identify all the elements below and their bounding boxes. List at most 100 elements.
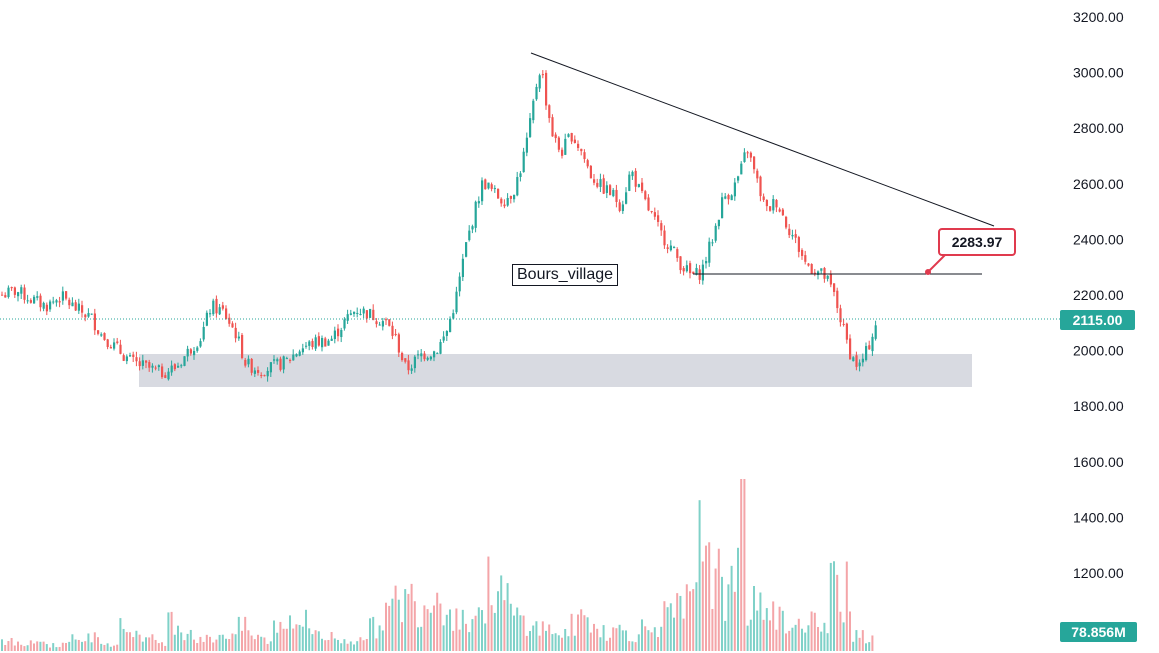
volume-bar xyxy=(794,624,797,651)
candle-body xyxy=(759,176,762,197)
candle-body xyxy=(148,362,151,368)
candle xyxy=(717,219,720,230)
candle xyxy=(164,372,167,379)
candle xyxy=(321,335,324,352)
candle-body xyxy=(23,287,26,300)
candle-body xyxy=(570,132,573,142)
candle xyxy=(861,353,864,367)
candle-body xyxy=(679,256,682,271)
volume-bar xyxy=(762,619,765,651)
candle xyxy=(100,332,103,337)
candle-body xyxy=(746,152,749,154)
volume-bar xyxy=(801,628,803,651)
candle xyxy=(452,309,455,320)
volume-bar xyxy=(135,630,138,651)
volume-bar xyxy=(621,630,624,651)
candle-body xyxy=(455,291,458,313)
candle-body xyxy=(269,362,272,373)
candle-body xyxy=(753,156,756,170)
candle xyxy=(378,321,381,326)
candle-body xyxy=(474,201,477,228)
candle-body xyxy=(593,179,596,183)
candle xyxy=(724,193,727,200)
candle-body xyxy=(375,321,378,325)
candle xyxy=(177,362,180,369)
candle xyxy=(106,338,109,350)
candle-body xyxy=(717,219,720,227)
candle-body xyxy=(231,323,234,328)
candle xyxy=(804,250,807,265)
candle-body xyxy=(804,255,807,262)
candle xyxy=(52,296,55,305)
volume-bar xyxy=(701,561,704,651)
candle xyxy=(746,150,749,159)
candle-body xyxy=(199,341,202,347)
support-zone[interactable] xyxy=(139,354,972,387)
volume-bar xyxy=(740,479,743,651)
volume-bar xyxy=(327,639,330,651)
candle-body xyxy=(794,234,797,238)
candle xyxy=(359,308,362,316)
candle xyxy=(202,321,205,342)
candle xyxy=(484,178,487,190)
volume-bar xyxy=(113,645,115,651)
volume-bar xyxy=(465,623,467,651)
candle xyxy=(580,148,583,156)
volume-bar xyxy=(391,598,394,651)
candle xyxy=(257,366,260,376)
candle-body xyxy=(849,338,852,360)
volume-bar xyxy=(196,642,199,651)
candle-body xyxy=(618,202,621,211)
volume-bar xyxy=(509,603,512,651)
candle xyxy=(769,206,772,212)
candle xyxy=(276,357,279,365)
price-axis[interactable]: 3200.00 3000.00 2800.00 2600.00 2400.00 2200.… xyxy=(1073,9,1124,581)
candle xyxy=(593,173,596,186)
volume-bar xyxy=(401,622,403,651)
volume-bar xyxy=(385,602,387,651)
candle-body xyxy=(353,311,356,314)
volume-bar xyxy=(58,646,61,651)
candle-body xyxy=(810,264,813,274)
candle-body xyxy=(167,371,170,380)
volume-bars xyxy=(1,479,874,651)
candle xyxy=(772,195,775,214)
candle-body xyxy=(580,148,583,152)
candle xyxy=(721,192,724,219)
volume-bar xyxy=(653,627,656,651)
volume-bar xyxy=(746,625,749,651)
candle xyxy=(785,215,788,230)
price-callout[interactable]: 2283.97 xyxy=(938,228,1016,256)
candle-body xyxy=(842,323,845,325)
candle xyxy=(513,194,516,203)
volume-bar xyxy=(90,642,93,651)
candle-body xyxy=(525,137,528,153)
candle-body xyxy=(698,269,701,280)
candle xyxy=(404,358,407,364)
candle-body xyxy=(836,290,839,309)
candle xyxy=(372,304,375,321)
volume-bar xyxy=(305,609,307,651)
watermark-label: Bours_village xyxy=(512,264,619,286)
volume-bar xyxy=(823,622,826,651)
volume-bar xyxy=(423,605,426,651)
candle xyxy=(685,260,688,273)
trendline-resistance[interactable] xyxy=(530,52,995,227)
candle-body xyxy=(685,265,688,272)
last-price-badge: 2115.00 xyxy=(1060,310,1135,330)
candle-body xyxy=(689,263,692,274)
volume-bar xyxy=(52,643,55,651)
volume-bar xyxy=(605,640,608,651)
candle xyxy=(212,298,215,316)
candle xyxy=(429,355,432,361)
candle-body xyxy=(321,337,324,348)
candle-body xyxy=(714,225,717,241)
volume-bar xyxy=(29,640,32,651)
candle-body xyxy=(349,313,352,315)
candle-body xyxy=(42,302,45,309)
price-tick-label: 3200.00 xyxy=(1073,9,1124,25)
price-tick-label: 1800.00 xyxy=(1073,398,1124,414)
volume-bar xyxy=(516,607,519,651)
candle xyxy=(308,340,311,351)
